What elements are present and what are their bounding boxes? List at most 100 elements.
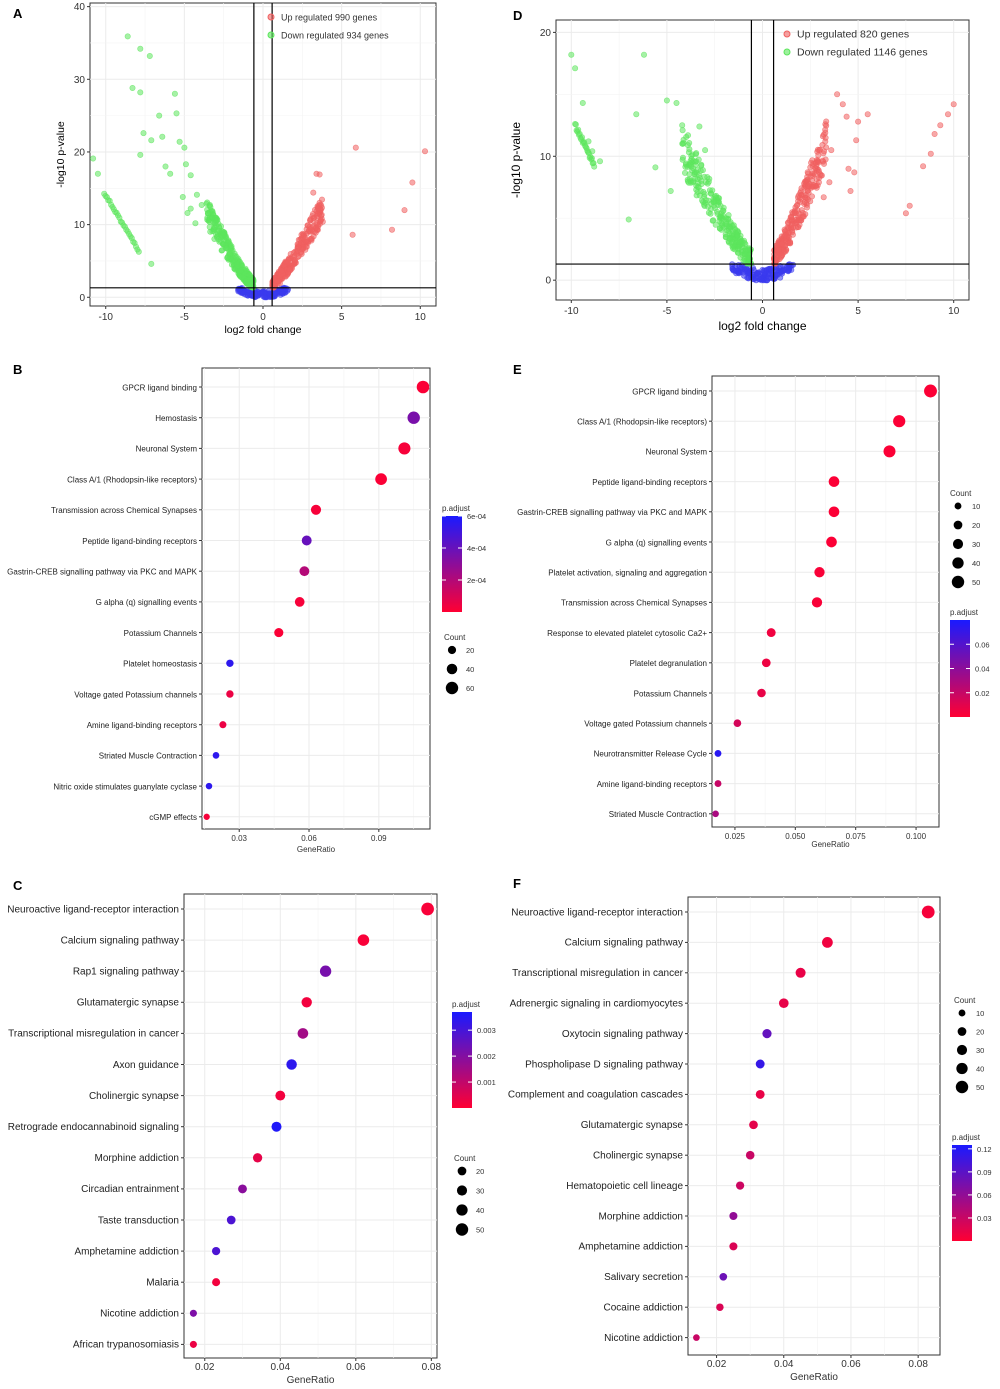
point-down-regulated — [221, 231, 228, 238]
point-down-regulated — [633, 111, 640, 118]
term-dot — [811, 597, 823, 608]
term-label: Class A/1 (Rhodopsin-like receptors) — [67, 475, 197, 484]
term-label: Transmission across Chemical Synapses — [561, 599, 707, 608]
term-label: Potassium Channels — [124, 629, 197, 638]
term-label: Malaria — [146, 1278, 179, 1289]
legend: Up regulated 820 genes Down regulated 114… — [783, 29, 928, 59]
color-legend: p.adjust 2e-04 4e-04 6e-04 — [442, 504, 486, 612]
point-down-regulated — [717, 213, 724, 220]
point-down-regulated — [167, 170, 174, 177]
point-down-regulated — [729, 239, 736, 246]
point-down-regulated — [211, 236, 218, 243]
term-label: Platelet activation, signaling and aggre… — [548, 569, 707, 578]
x-axis-label: GeneRatio — [297, 845, 336, 854]
x-tick-label: 5 — [855, 306, 861, 317]
term-dot — [238, 1184, 247, 1194]
color-legend-label: 0.02 — [975, 689, 990, 698]
term-label: Peptide ligand-binding receptors — [82, 537, 197, 546]
color-legend-label: 0.09 — [977, 1168, 992, 1177]
point-not-significant — [754, 269, 761, 276]
term-label: cGMP effects — [149, 813, 197, 822]
plot-panel — [183, 893, 438, 1359]
color-legend-label: 0.002 — [477, 1052, 496, 1061]
term-label: Nicotine addiction — [604, 1333, 683, 1344]
term-label: Platelet degranulation — [630, 659, 707, 668]
volcano-panel-A: -10 -5 0 5 10 0 10 20 30 40 log2 fold change -log10… — [55, 2, 437, 336]
legend-label-up: Up regulated 820 genes — [797, 29, 909, 41]
term-label: Gastrin-CREB signalling pathway via PKC … — [517, 508, 708, 517]
point-down-regulated — [184, 210, 191, 217]
point-up-regulated — [286, 266, 293, 273]
point-down-regulated — [705, 209, 712, 216]
x-tick-label: 10 — [948, 306, 960, 317]
point-up-regulated — [421, 148, 428, 155]
term-dot — [719, 1272, 728, 1281]
color-legend-label: 0.06 — [975, 640, 990, 649]
point-down-regulated — [193, 191, 200, 198]
points-group — [90, 33, 428, 301]
term-dot — [733, 719, 742, 728]
term-label: Circadian entrainment — [81, 1184, 179, 1195]
point-up-regulated — [804, 173, 811, 180]
x-tick-label: 0.06 — [841, 1359, 861, 1370]
legend-key-up — [783, 30, 791, 38]
point-up-regulated — [820, 194, 827, 201]
point-down-regulated — [687, 163, 694, 170]
point-not-significant — [767, 267, 774, 274]
term-label: Nicotine addiction — [100, 1309, 179, 1320]
size-legend-dot — [456, 1204, 468, 1216]
point-up-regulated — [302, 246, 309, 253]
panel-letter-F: F — [513, 876, 521, 891]
point-up-regulated — [808, 159, 815, 166]
term-dot — [219, 721, 227, 729]
term-dot — [766, 628, 776, 638]
point-down-regulated — [148, 260, 155, 267]
size-legend-title: Count — [954, 996, 976, 1005]
point-down-regulated — [715, 198, 722, 205]
point-up-regulated — [812, 165, 819, 172]
size-legend-label: 30 — [476, 1187, 484, 1196]
point-up-regulated — [779, 241, 786, 248]
term-dot — [761, 658, 771, 668]
point-down-regulated — [181, 144, 188, 151]
point-down-regulated — [679, 156, 686, 163]
point-down-regulated — [238, 267, 245, 274]
term-dot — [212, 1278, 221, 1287]
dotplot-panel-E: GPCR ligand binding Class A/1 (Rhodopsin-… — [517, 375, 990, 849]
point-up-regulated — [275, 278, 282, 285]
term-label: Neurotransmitter Release Cycle — [594, 750, 708, 759]
point-not-significant — [266, 290, 273, 297]
color-legend-title: p.adjust — [952, 1133, 981, 1142]
term-label: Transmission across Chemical Synapses — [51, 506, 197, 515]
term-dot — [205, 782, 213, 790]
x-tick-label: 0.02 — [195, 1362, 215, 1373]
point-down-regulated — [702, 147, 709, 154]
size-legend-dot — [951, 575, 965, 589]
point-up-regulated — [308, 235, 315, 242]
term-dot — [795, 967, 806, 978]
point-up-regulated — [820, 158, 827, 165]
point-down-regulated — [246, 271, 253, 278]
term-label: Phospholipase D signaling pathway — [525, 1059, 683, 1070]
x-tick-label: 0.025 — [725, 832, 746, 841]
point-down-regulated — [137, 151, 144, 158]
y-tick-label: 0 — [545, 276, 551, 287]
term-dot — [814, 567, 825, 578]
point-up-regulated — [821, 148, 828, 155]
panel-letter-D: D — [513, 8, 522, 23]
term-label: Oxytocin signaling pathway — [562, 1029, 683, 1040]
term-label: G alpha (q) signalling events — [96, 598, 197, 607]
point-up-regulated — [828, 147, 835, 154]
term-label: Amine ligand-binding receptors — [597, 780, 707, 789]
size-legend-label: 50 — [476, 1226, 484, 1235]
term-label: Gastrin-CREB signalling pathway via PKC … — [7, 568, 198, 577]
point-up-regulated — [401, 207, 408, 214]
point-down-regulated — [572, 121, 579, 128]
point-down-regulated — [94, 170, 101, 177]
term-dot — [271, 1121, 282, 1132]
term-dot — [778, 998, 789, 1009]
point-up-regulated — [950, 101, 957, 108]
point-down-regulated — [210, 227, 217, 234]
